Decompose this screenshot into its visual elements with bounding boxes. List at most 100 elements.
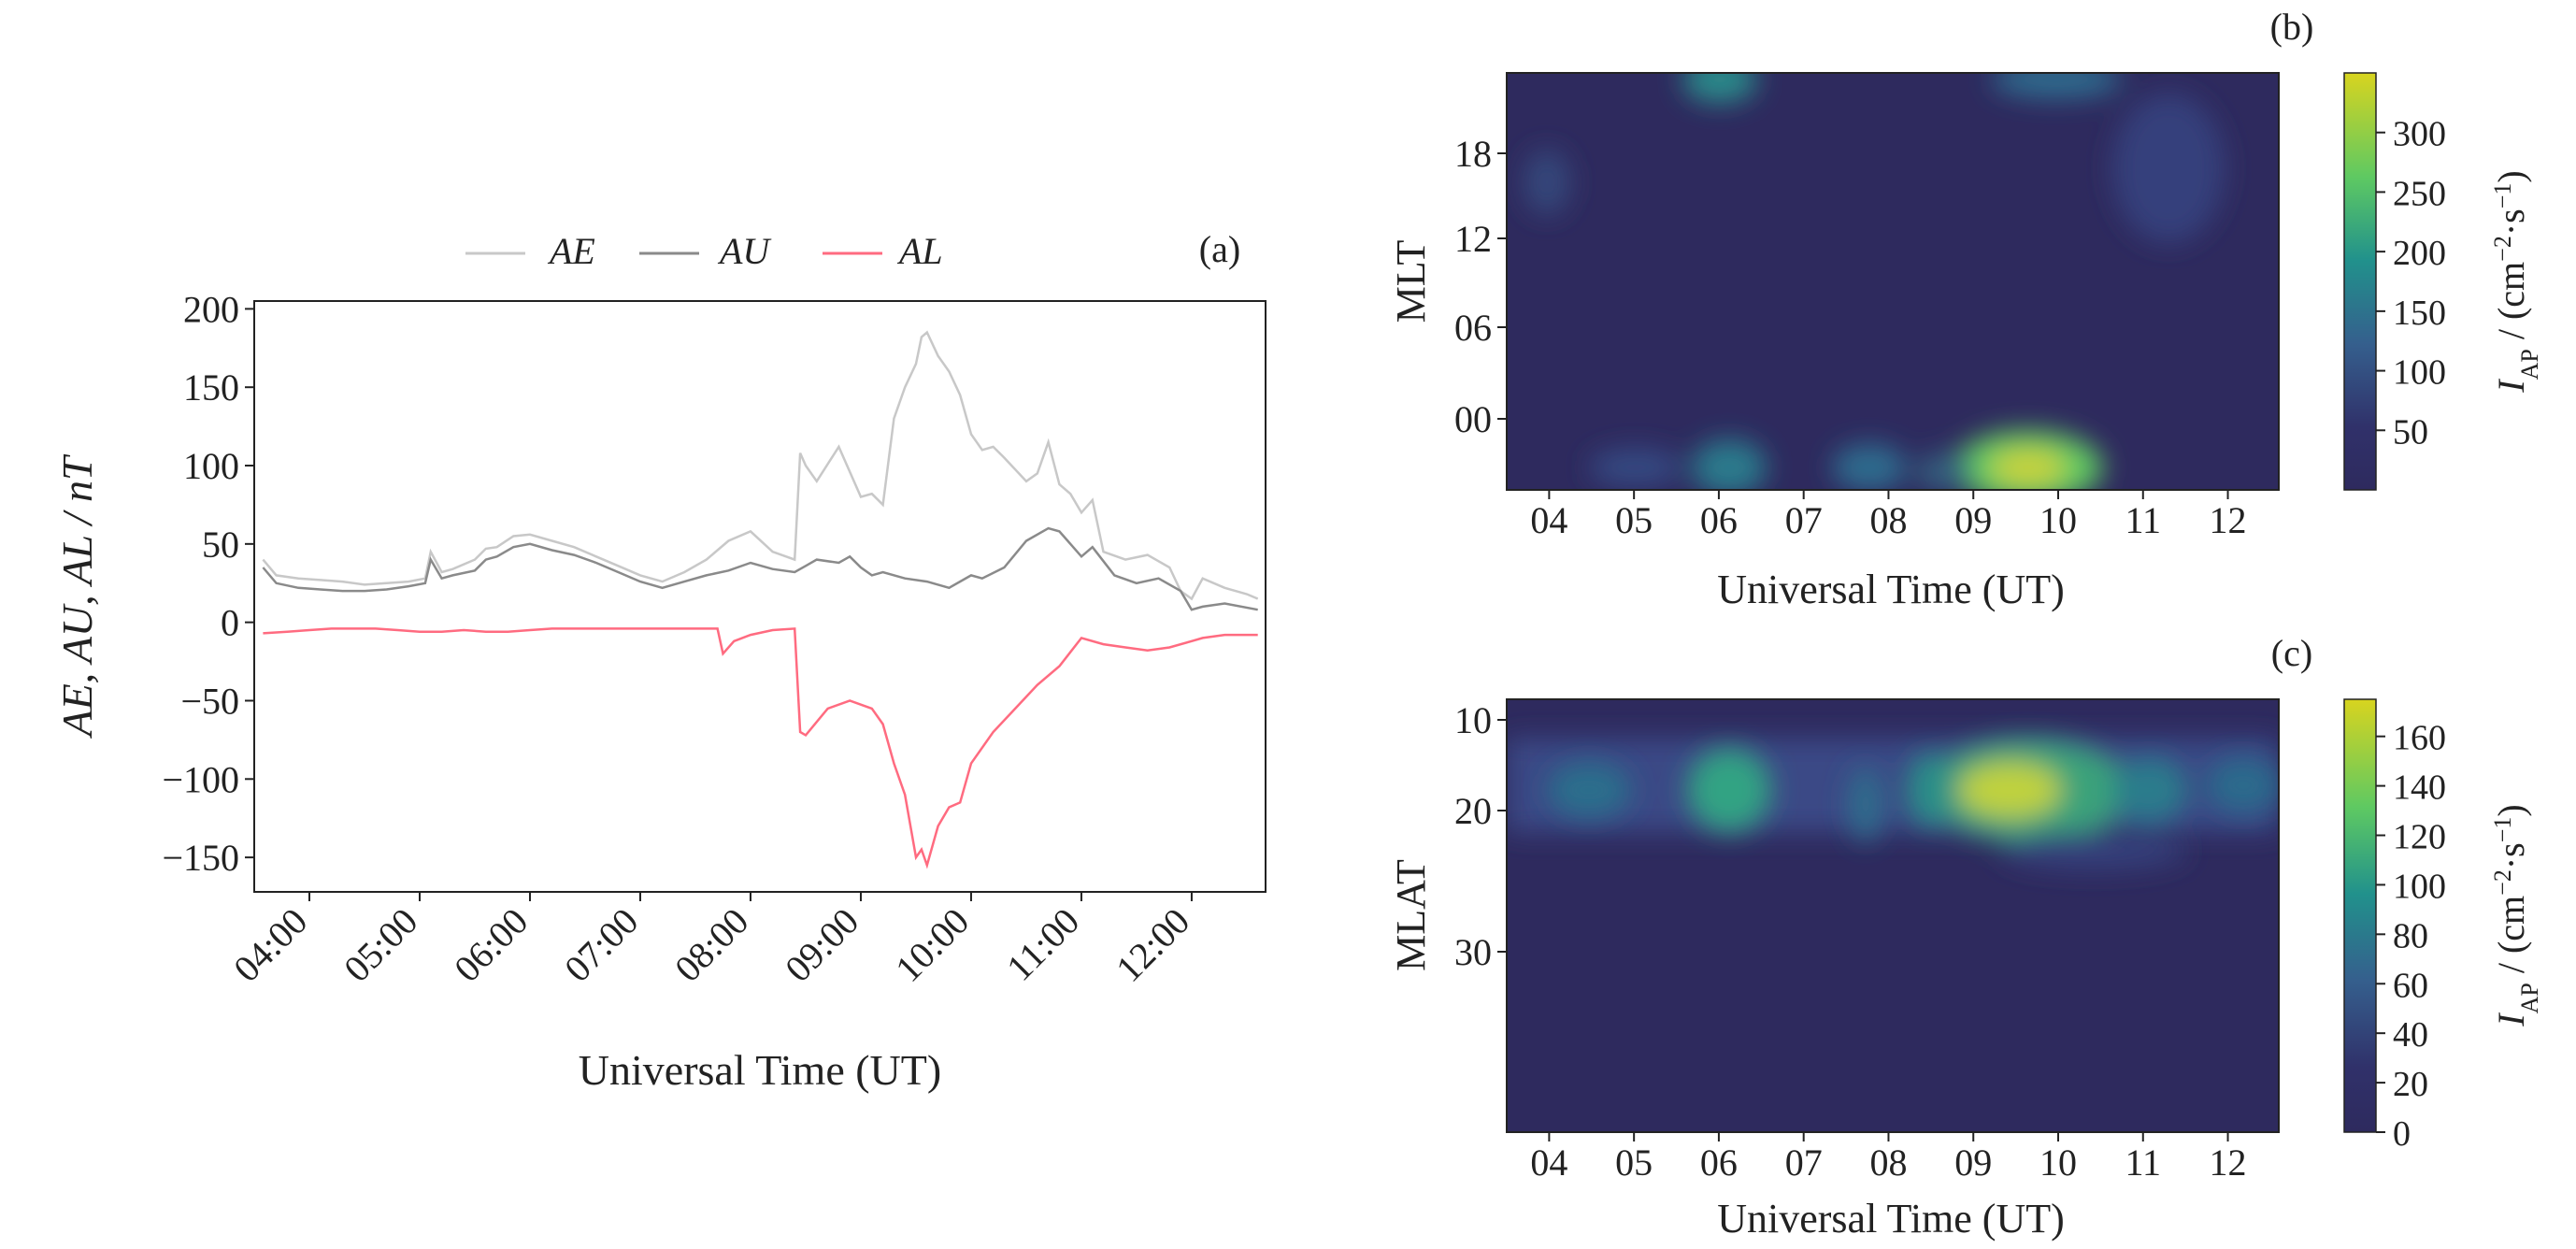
y-tick-label: 200 (183, 288, 239, 330)
colorbar-tick-label: 100 (2393, 353, 2446, 393)
x-tick-label: 11 (2125, 499, 2162, 541)
y-tick-label: 100 (183, 445, 239, 487)
panel-c-tag: (c) (2271, 632, 2312, 674)
y-tick-label: 50 (202, 524, 239, 566)
y-axis-label-b: MLT (1388, 239, 1434, 323)
x-axis-label-b: Universal Time (UT) (1717, 567, 2065, 612)
y-tick-label: 30 (1454, 931, 1492, 973)
x-tick-label: 10:00 (887, 900, 977, 990)
x-tick-label: 12 (2210, 1141, 2247, 1184)
x-tick-label: 04:00 (225, 900, 315, 990)
y-ticks-c: 10 20 30 (1454, 699, 1507, 973)
heatmap-c (1507, 699, 2279, 1132)
y-ticks-a: −150 −100 −50 0 50 100 150 200 (162, 288, 254, 879)
colorbar-tick-label: 200 (2393, 234, 2446, 273)
heatmap-b-blob (1692, 439, 1767, 490)
colorbar-ticks-b: 50 100 150 200 250 300 (2376, 115, 2446, 452)
panel-b-tag: (b) (2270, 6, 2314, 48)
colorbar-tick-label: 50 (2393, 412, 2428, 452)
y-tick-label: 10 (1454, 699, 1492, 741)
y-ticks-b: 18 12 06 00 (1454, 133, 1507, 440)
colorbar-tick-label: 140 (2393, 768, 2446, 808)
x-axis-label-a: Universal Time (UT) (579, 1046, 941, 1094)
colorbar-b (2343, 72, 2377, 491)
heatmap-b-blob (1524, 150, 1570, 215)
heatmap-b (1507, 73, 2279, 490)
y-tick-label: 18 (1454, 133, 1492, 175)
y-tick-label: 12 (1454, 218, 1492, 260)
heatmap-b-blob (1991, 73, 2122, 98)
colorbar-c (2343, 698, 2377, 1133)
y-axis-label-a: AE, AU, AL / nT (53, 453, 101, 739)
x-tick-label: 07:00 (556, 900, 646, 990)
x-tick-label: 07 (1785, 1141, 1823, 1184)
x-tick-label: 04 (1530, 499, 1567, 541)
plot-frame-a (253, 300, 1267, 893)
panel-a-tag: (a) (1199, 228, 1240, 270)
colorbar-tick-label: 250 (2393, 174, 2446, 213)
legend-ae-label: AE (547, 230, 595, 272)
heatmap-c-blob (1958, 762, 2061, 818)
series-line-al (263, 627, 1258, 869)
x-axis-label-c: Universal Time (UT) (1717, 1196, 2065, 1242)
series-line-ae (262, 330, 1259, 601)
x-tick-label: 12:00 (1108, 900, 1197, 990)
panel-b: (b) 04 05 06 07 08 09 10 11 12 18 12 06 00 Universa… (1388, 6, 2543, 612)
heatmap-b-blob (1832, 444, 1907, 490)
colorbar-tick-label: 60 (2393, 966, 2428, 1005)
panel-c: (c) 04 05 06 07 08 09 10 11 12 10 20 30 Universal … (1388, 632, 2543, 1242)
heatmap-c-blob (2206, 757, 2279, 813)
plot-frame-c (1506, 698, 2280, 1133)
legend-au-label: AU (717, 230, 772, 272)
y-tick-label: −150 (162, 837, 239, 879)
x-tick-label: 05:00 (336, 900, 425, 990)
colorbar-tick-label: 0 (2393, 1114, 2411, 1154)
legend-al-label: AL (896, 230, 943, 272)
x-tick-label: 11:00 (998, 900, 1087, 989)
colorbar-label-c: IAP / (cm−2·s−1) (2489, 804, 2543, 1026)
x-tick-label: 08:00 (666, 900, 756, 990)
colorbar-label-b: IAP / (cm−2·s−1) (2489, 170, 2543, 393)
heatmap-b-blob (2112, 93, 2225, 243)
y-tick-label: 06 (1454, 307, 1492, 349)
heatmap-c-blob (2112, 757, 2187, 823)
legend-a: AE AU AL (465, 230, 943, 272)
colorbar-tick-label: 80 (2393, 916, 2428, 955)
colorbar-tick-label: 160 (2393, 719, 2446, 758)
x-tick-label: 11 (2125, 1141, 2162, 1184)
y-tick-label: 20 (1454, 790, 1492, 832)
x-ticks-a: 04:00 05:00 06:00 07:00 08:00 09:00 10:00 11:00… (225, 892, 1197, 990)
x-tick-label: 04 (1530, 1141, 1567, 1184)
x-tick-label: 09 (1954, 499, 1992, 541)
series-lines-a (262, 330, 1259, 869)
y-tick-label: 00 (1454, 398, 1492, 440)
heatmap-c-blob (1849, 767, 1882, 841)
x-tick-label: 12 (2210, 499, 2247, 541)
heatmap-c-blob (1547, 762, 1631, 818)
series-line-au (262, 526, 1258, 611)
x-tick-label: 06 (1700, 1141, 1738, 1184)
heatmap-b-blob (1991, 449, 2066, 486)
heatmap-b-blob (1682, 73, 1757, 103)
x-tick-label: 08 (1869, 499, 1907, 541)
plot-frame-b (1506, 72, 2280, 491)
colorbar-tick-label: 20 (2393, 1065, 2428, 1104)
y-tick-label: 150 (183, 366, 239, 409)
heatmap-c-blob (2000, 832, 2187, 869)
y-tick-label: −100 (162, 758, 239, 800)
heatmap-b-blob (1916, 453, 1972, 490)
y-axis-label-c: MLAT (1388, 859, 1434, 971)
heatmap-b-blob (1589, 449, 1682, 486)
colorbar-tick-label: 40 (2393, 1015, 2428, 1055)
x-ticks-b: 04 05 06 07 08 09 10 11 12 (1530, 490, 2247, 541)
colorbar-tick-label: 100 (2393, 867, 2446, 906)
colorbar-tick-label: 150 (2393, 294, 2446, 333)
x-tick-label: 08 (1869, 1141, 1907, 1184)
x-tick-label: 06 (1700, 499, 1738, 541)
x-tick-label: 09 (1954, 1141, 1992, 1184)
colorbar-ticks-c: 0 20 40 60 80 100 120 140 160 (2376, 719, 2446, 1154)
x-tick-label: 06:00 (446, 900, 536, 990)
colorbar-tick-label: 300 (2393, 115, 2446, 154)
heatmap-c-blob (1687, 748, 1771, 832)
